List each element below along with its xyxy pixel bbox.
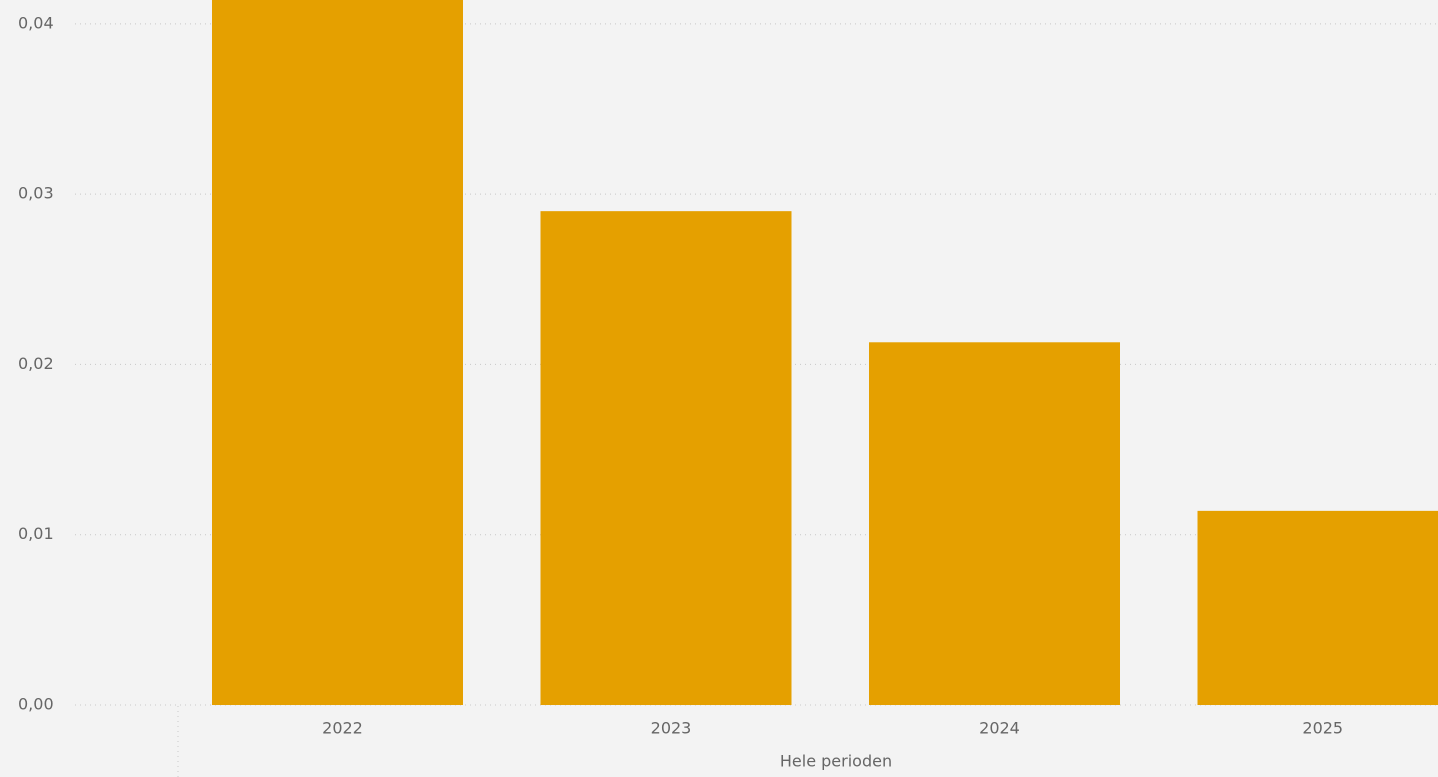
x-tick-label: 2025 — [1302, 719, 1343, 738]
x-tick-label: 2022 — [322, 719, 363, 738]
y-tick-label: 0,03 — [18, 184, 54, 203]
bar — [1197, 510, 1438, 705]
bar — [869, 342, 1120, 705]
y-tick-label: 0,01 — [18, 524, 54, 543]
y-tick-label: 0,02 — [18, 354, 54, 373]
x-axis-title: Hele perioden — [780, 752, 892, 771]
x-tick-label: 2023 — [651, 719, 692, 738]
y-tick-label: 0,04 — [18, 13, 54, 32]
x-tick-label: 2024 — [979, 719, 1020, 738]
y-tick-label: 0,00 — [18, 695, 54, 714]
bar — [212, 0, 463, 705]
bar — [540, 211, 792, 705]
